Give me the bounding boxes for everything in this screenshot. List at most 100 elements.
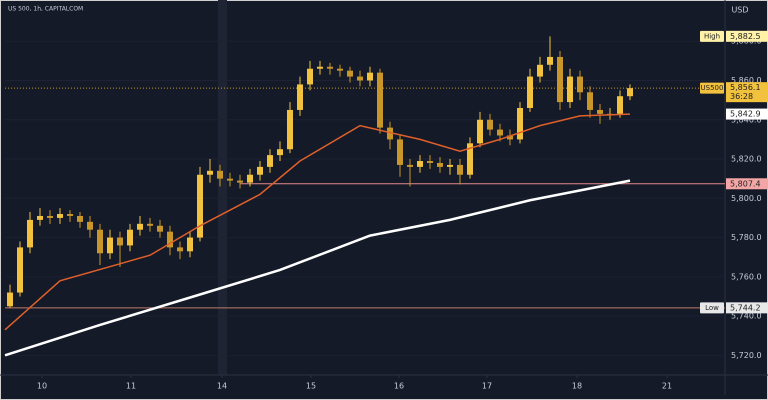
x-tick-label: 17 (482, 382, 492, 391)
candle-body (17, 247, 23, 293)
candle-body (147, 223, 153, 226)
candle-body (257, 166, 263, 175)
price-tag-label: 5,856.1 (730, 83, 761, 92)
moving-average (4, 113, 631, 331)
candle-body (497, 129, 503, 136)
y-tick-label: 5,720.0 (731, 351, 762, 360)
candle-body (447, 164, 453, 167)
candle-body (117, 237, 123, 246)
candle-body (537, 64, 543, 77)
price-tag-label: 5,807.4 (730, 179, 761, 188)
candle-body (507, 135, 513, 140)
candle-body (27, 219, 33, 248)
y-tick-label: 5,860.0 (731, 76, 762, 85)
price-tag-label: 5,882.5 (730, 32, 761, 41)
candle-body (247, 174, 253, 183)
currency: USD (731, 6, 748, 15)
x-tick-label: 21 (662, 382, 672, 391)
candle-body (397, 139, 403, 165)
candle-body (167, 231, 173, 248)
price-tag-name: US500 (701, 84, 724, 92)
x-tick-label: 10 (37, 382, 47, 391)
candle-body (407, 164, 413, 167)
x-tick-label: 15 (306, 382, 316, 391)
y-tick-label: 5,740.0 (731, 312, 762, 321)
y-tick-label: 5,780.0 (731, 233, 762, 242)
y-tick-label: 5,800.0 (731, 194, 762, 203)
candle-body (547, 56, 553, 65)
candle-body (627, 88, 633, 97)
candle-body (317, 66, 323, 69)
candle-body (487, 119, 493, 130)
y-tick-label: 5,760.0 (731, 272, 762, 281)
candle-body (227, 178, 233, 181)
candle-body (527, 76, 533, 108)
candle-body (157, 225, 163, 232)
candle-body (557, 56, 563, 103)
candle-body (437, 162, 443, 167)
candle-body (67, 214, 73, 216)
candle-body (587, 92, 593, 110)
candle-body (127, 229, 133, 246)
candle-body (467, 143, 473, 175)
candle-body (107, 237, 113, 254)
candle-body (197, 174, 203, 238)
price-tag-name: Low (705, 304, 719, 312)
candle-body (187, 237, 193, 252)
x-tick-label: 16 (394, 382, 404, 391)
price-tag-name-box (700, 302, 724, 314)
price-tag-label: 5,842.9 (730, 110, 761, 119)
candle-body (97, 229, 103, 254)
price-tag-label: 5,744.2 (730, 303, 761, 312)
candle-body (37, 215, 43, 220)
x-tick-label: 18 (572, 382, 582, 391)
price-tag-name: High (704, 32, 720, 40)
candle-body (367, 72, 373, 81)
price-tag (726, 108, 768, 120)
candle-body (347, 70, 353, 77)
price-tag (726, 302, 768, 314)
candle-body (217, 170, 223, 179)
candle-body (177, 247, 183, 252)
moving-average (4, 179, 631, 357)
x-tick-label: 14 (217, 382, 227, 391)
candle-body (327, 66, 333, 69)
session-band (218, 0, 227, 375)
candle-body (617, 96, 623, 114)
candle-body (577, 76, 583, 93)
candle-body (137, 223, 143, 230)
candle-body (47, 215, 53, 218)
candle-body (7, 292, 13, 307)
candle-body (477, 119, 483, 144)
candle-body (297, 84, 303, 110)
price-tag (726, 178, 768, 190)
price-tag (726, 30, 768, 42)
candle-body (237, 180, 243, 183)
candle-body (377, 72, 383, 128)
candle-body (337, 68, 343, 71)
candle-body (87, 221, 93, 230)
y-tick-label: 5,840.0 (731, 115, 762, 124)
candle-body (267, 155, 273, 167)
candle-body (387, 127, 393, 140)
candle-body (77, 215, 83, 222)
candle-body (457, 164, 463, 175)
y-tick-label: 5,820.0 (731, 155, 762, 164)
candle-body (517, 107, 523, 140)
candle-body (287, 109, 293, 150)
chart-title: US 500, 1h, CAPITALCOM (8, 6, 83, 13)
candle-body (427, 160, 433, 163)
price-tag-timer: 36:28 (730, 92, 753, 101)
price-tag-name-box (700, 30, 724, 42)
candle-body (207, 170, 213, 175)
candle-body (307, 68, 313, 85)
candle-body (57, 214, 63, 218)
candle-body (567, 76, 573, 103)
candle-body (597, 109, 603, 114)
price-tag (726, 82, 768, 103)
candle-body (277, 149, 283, 156)
candle-body (357, 76, 363, 81)
